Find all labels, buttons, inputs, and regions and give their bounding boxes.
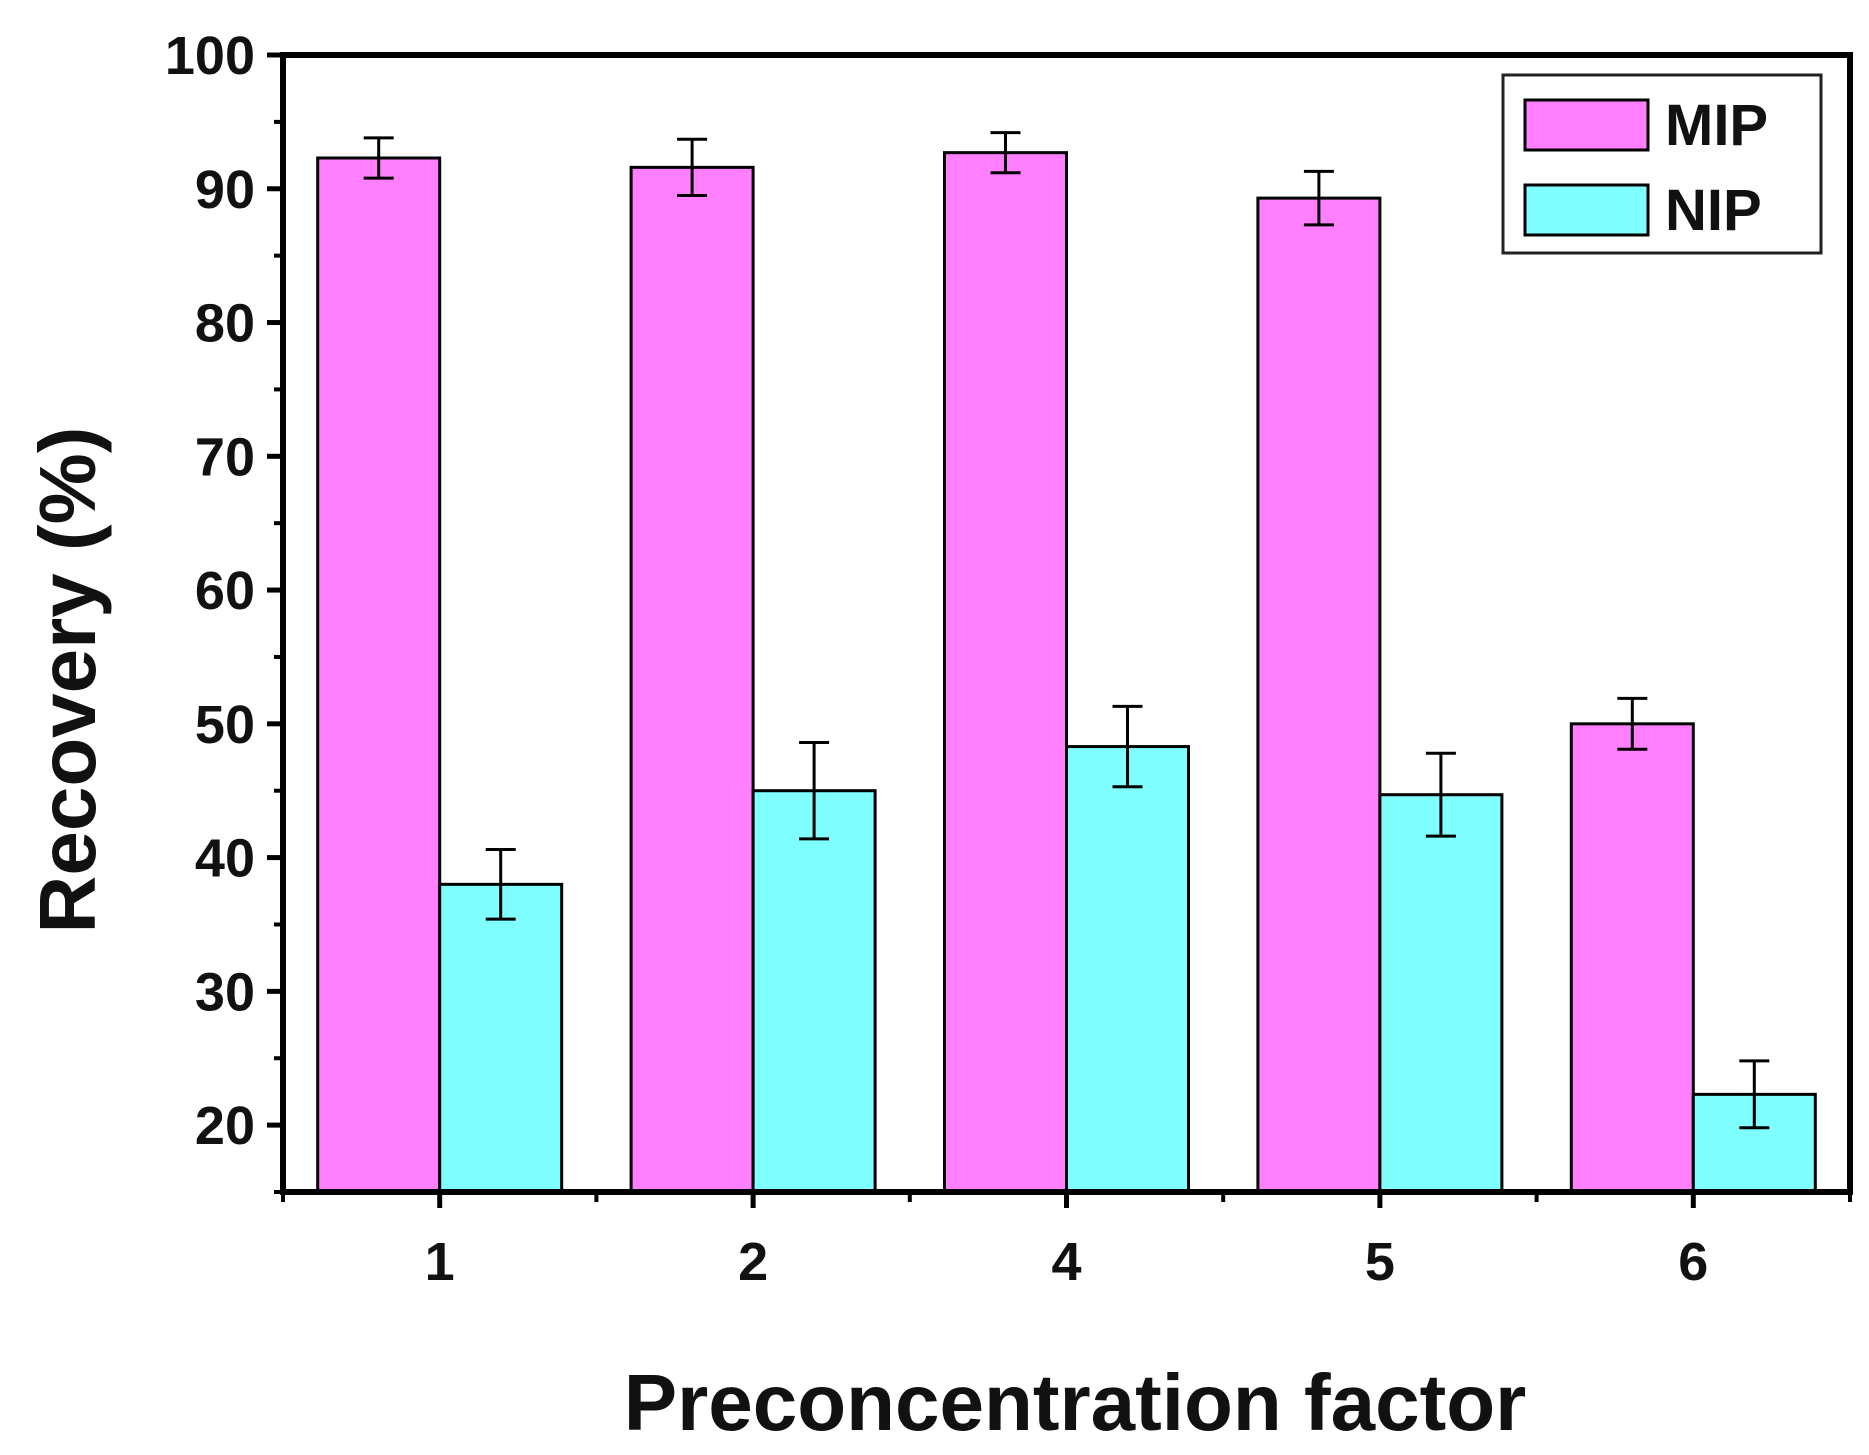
x-tick-label: 4 <box>1051 1232 1081 1292</box>
x-tick-label: 1 <box>425 1232 455 1292</box>
y-tick-label: 80 <box>195 294 255 354</box>
y-axis-title: Recovery (%) <box>23 427 112 934</box>
legend-label-mip: MIP <box>1665 93 1768 158</box>
x-tick-label: 6 <box>1678 1232 1708 1292</box>
bar-nip-1 <box>438 882 564 1194</box>
legend-swatch-nip <box>1523 183 1650 237</box>
bar-mip-5 <box>1256 196 1382 1194</box>
bar-nip-5 <box>1378 793 1504 1194</box>
bar-nip-2 <box>751 789 877 1194</box>
y-tick-label: 20 <box>195 1096 255 1156</box>
bar-mip-6 <box>1569 722 1695 1194</box>
bar-nip-4 <box>1065 745 1190 1194</box>
y-tick-label: 100 <box>165 26 255 86</box>
bar-mip-4 <box>943 151 1068 1194</box>
bar-mip-1 <box>316 156 442 1194</box>
legend-label-nip: NIP <box>1665 178 1762 243</box>
legend: MIP NIP <box>1501 73 1823 255</box>
y-tick-label: 50 <box>195 695 255 755</box>
ticks-layer: 20 30 40 50 60 70 80 90 100 1 2 4 5 6 <box>165 26 1852 1292</box>
x-tick-label: 5 <box>1365 1232 1395 1292</box>
y-tick-label: 40 <box>195 829 255 889</box>
y-tick-label: 70 <box>195 427 255 487</box>
bar-mip-2 <box>629 165 755 1194</box>
y-tick-label: 60 <box>195 561 255 621</box>
legend-swatch-mip <box>1523 98 1650 152</box>
y-tick-label: 30 <box>195 962 255 1022</box>
errorbars-layer <box>363 131 1770 1130</box>
x-tick-label: 2 <box>738 1232 768 1292</box>
x-axis-title: Preconcentration factor <box>624 1358 1526 1447</box>
y-tick-label: 90 <box>195 160 255 220</box>
bars-layer <box>316 151 1817 1194</box>
